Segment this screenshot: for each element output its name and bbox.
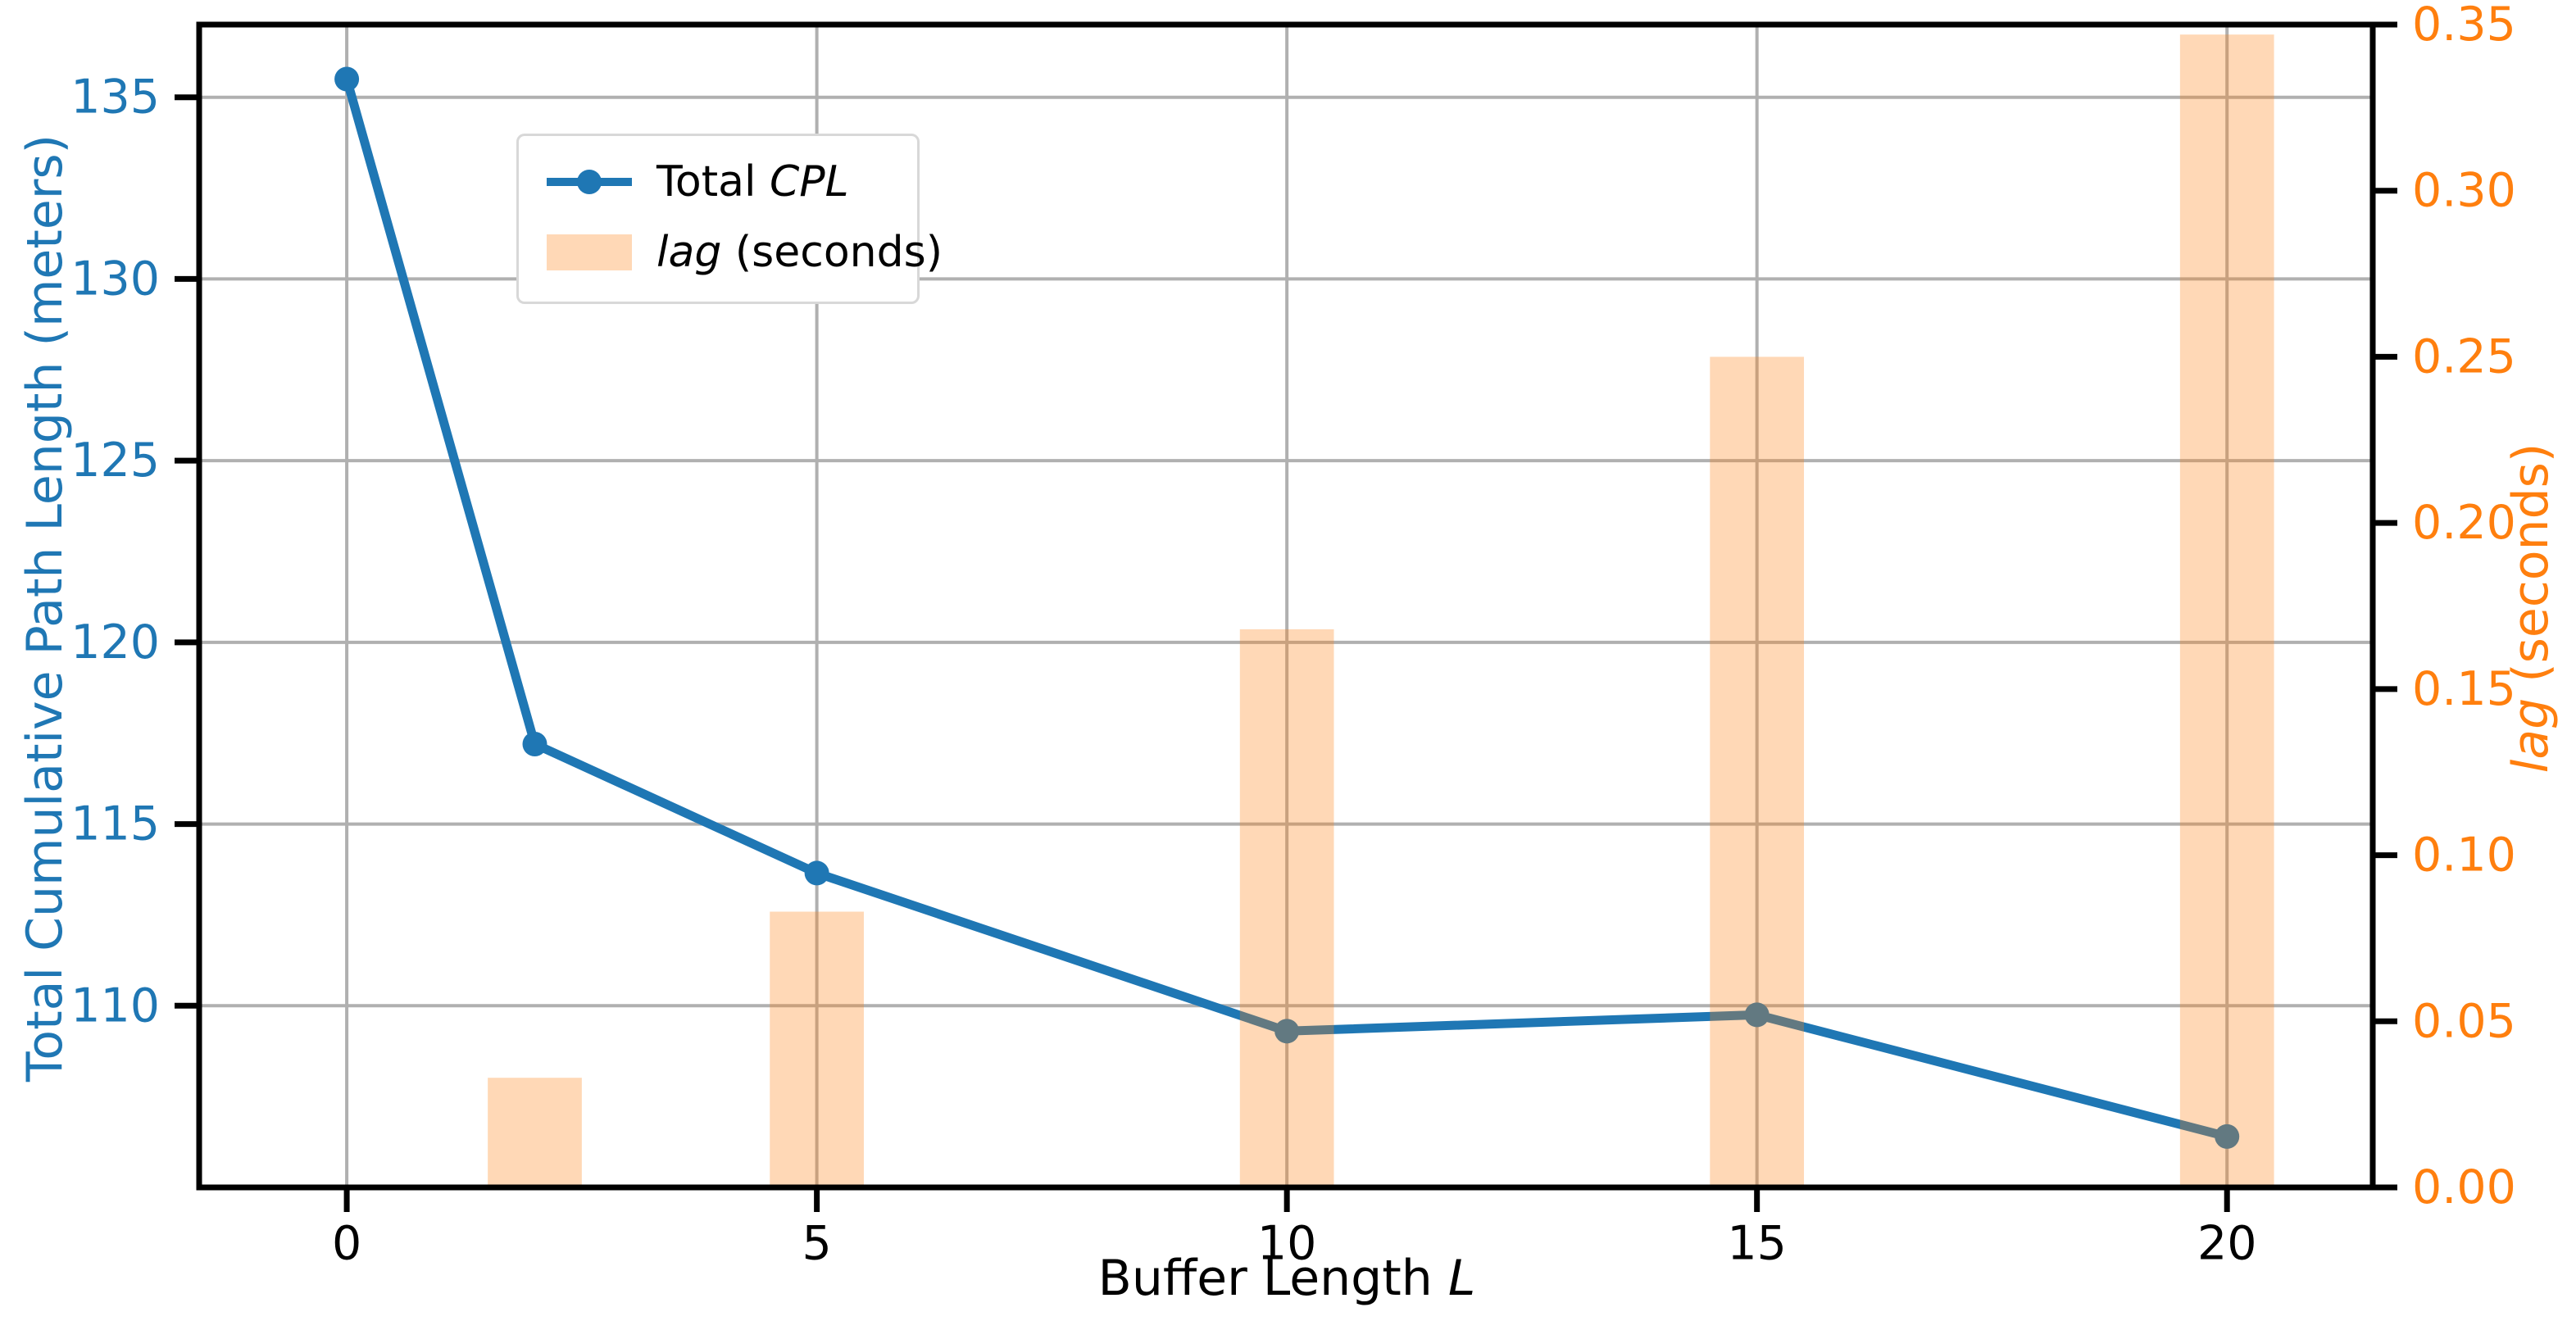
gridlines bbox=[199, 25, 2373, 1187]
y-right-tick-label: 0.05 bbox=[2412, 994, 2516, 1048]
y-left-tick-label: 115 bbox=[70, 797, 160, 851]
y-left-tick-label: 135 bbox=[70, 70, 160, 125]
cpl-line-series bbox=[334, 66, 2240, 1149]
y-left-tick-label: 130 bbox=[70, 252, 160, 306]
x-tick-label: 15 bbox=[1727, 1217, 1787, 1271]
bar-swatch bbox=[547, 234, 632, 270]
y-left-tick-label: 110 bbox=[70, 978, 160, 1033]
cpl-marker bbox=[1744, 1002, 1770, 1028]
y-right-tick-label: 0.15 bbox=[2412, 662, 2516, 716]
lag-bars bbox=[488, 34, 2274, 1188]
y-right-tick-label: 0.35 bbox=[2412, 0, 2516, 52]
line-marker-swatch bbox=[547, 164, 632, 200]
cpl-line bbox=[342, 78, 2228, 1142]
lag-bar bbox=[1710, 356, 1805, 1187]
legend-label-lag-post: (seconds) bbox=[721, 228, 943, 277]
legend-label-total-cpl-italic: CPL bbox=[769, 157, 849, 207]
x-tick-label: 10 bbox=[1257, 1217, 1317, 1271]
legend-label-total-cpl-pre: Total bbox=[656, 157, 770, 207]
lag-bar bbox=[488, 1078, 582, 1187]
cpl-marker bbox=[334, 66, 360, 92]
x-axis-label: Buffer Length L bbox=[1098, 1250, 1476, 1307]
y-left-tick-label: 120 bbox=[70, 615, 160, 670]
legend-item-lag: lag (seconds) bbox=[547, 228, 943, 277]
legend-item-total-cpl: Total CPL bbox=[547, 157, 888, 207]
lag-bar bbox=[770, 911, 864, 1187]
x-axis-label-text: Buffer Length bbox=[1097, 1250, 1448, 1307]
x-axis-label-italic: L bbox=[1447, 1250, 1476, 1307]
y-right-tick-label: 0.25 bbox=[2412, 329, 2516, 384]
lag-bar bbox=[1239, 629, 1334, 1187]
y-axis-label-right-rest: (seconds) bbox=[2502, 443, 2560, 698]
cpl-marker bbox=[804, 860, 829, 886]
y-left-tick-label: 125 bbox=[70, 433, 160, 488]
y-right-tick-label: 0.10 bbox=[2412, 828, 2516, 883]
bar-swatch-fill bbox=[547, 234, 632, 270]
cpl-marker bbox=[1274, 1019, 1300, 1044]
y-right-tick-label: 0.00 bbox=[2412, 1160, 2516, 1214]
legend-label-total-cpl: Total CPL bbox=[656, 157, 849, 207]
x-tick-label: 0 bbox=[332, 1217, 361, 1271]
x-tick-label: 20 bbox=[2197, 1217, 2257, 1271]
legend: Total CPL lag (seconds) bbox=[516, 134, 943, 304]
cpl-marker bbox=[522, 732, 547, 757]
legend-label-lag-italic: lag bbox=[656, 228, 722, 277]
y-axis-label-right-italic: lag bbox=[2502, 697, 2560, 774]
y-right-tick-label: 0.30 bbox=[2412, 164, 2516, 218]
cpl-marker bbox=[2215, 1123, 2240, 1149]
lag-bar bbox=[2179, 34, 2274, 1188]
legend-label-lag: lag (seconds) bbox=[656, 228, 943, 277]
y-axis-label-left: Total Cumulative Path Length (meters) bbox=[16, 134, 74, 1083]
ticks: 0 5 10 15 20 110 115 120 125 130 135 0.00 0.05 0.10 0.… bbox=[70, 0, 2516, 1271]
line-marker-swatch-svg bbox=[547, 170, 632, 194]
x-tick-label: 5 bbox=[802, 1217, 831, 1271]
y-right-tick-label: 0.20 bbox=[2412, 496, 2516, 550]
y-axis-label-right: lag (seconds) bbox=[2502, 443, 2560, 774]
